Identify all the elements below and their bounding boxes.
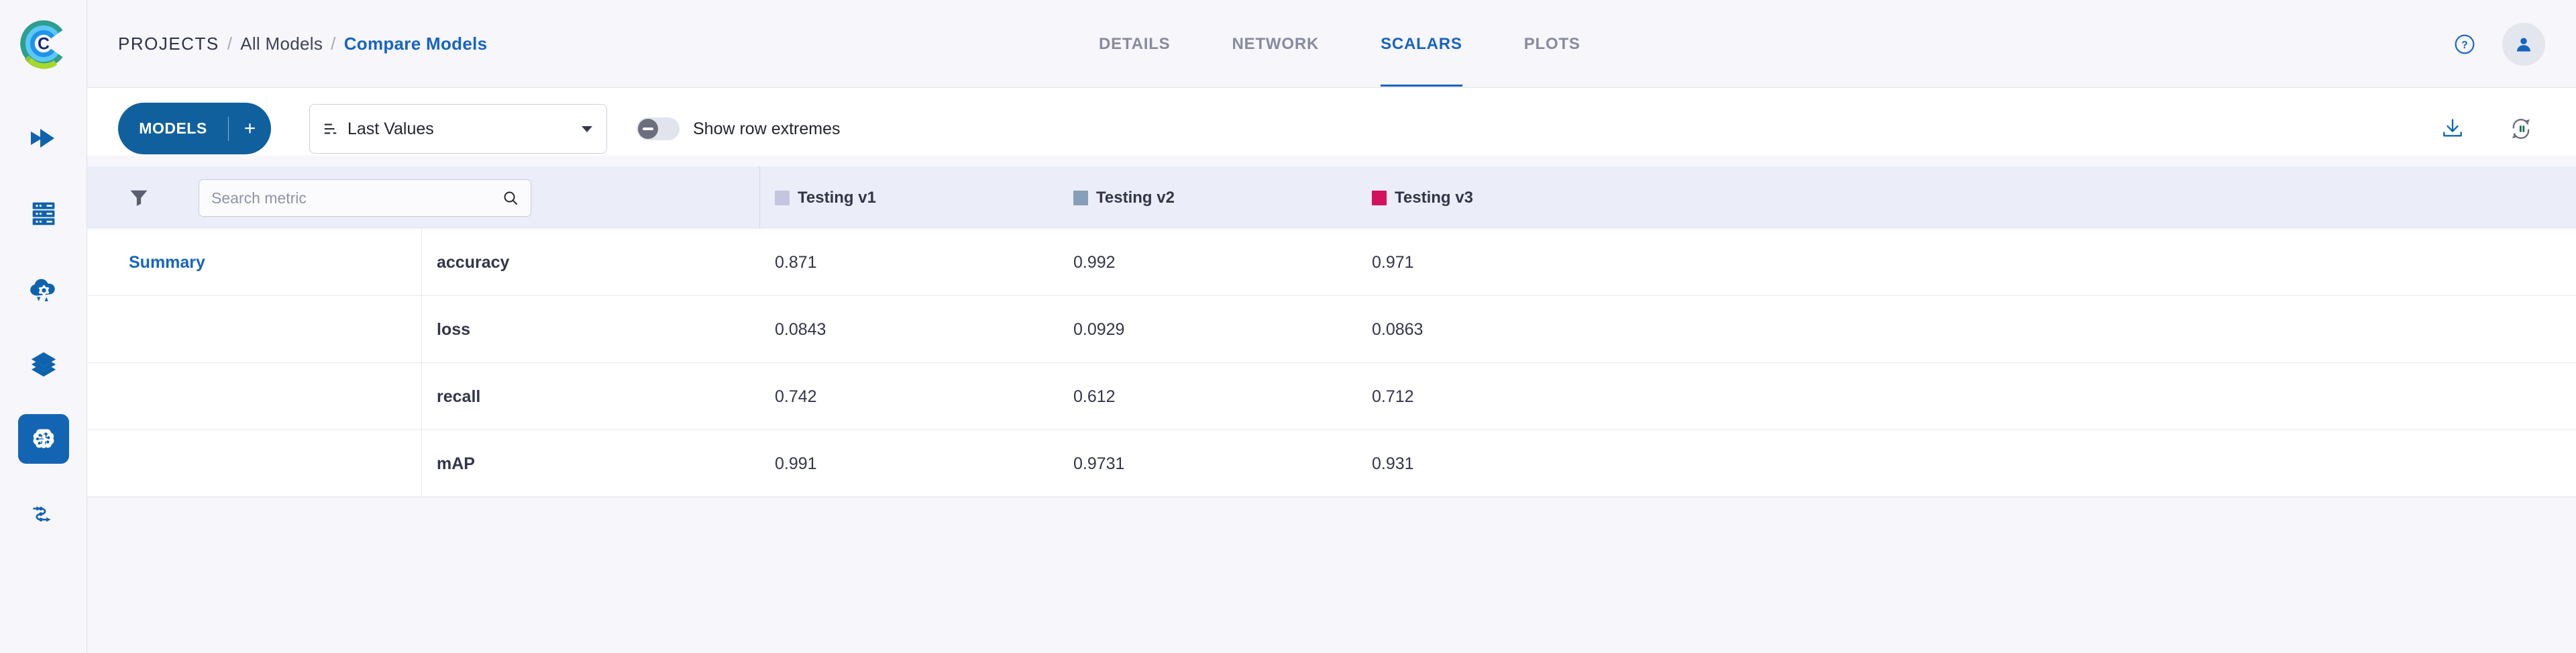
svg-text:C: C [38, 36, 50, 54]
svg-text:?: ? [2461, 40, 2467, 51]
